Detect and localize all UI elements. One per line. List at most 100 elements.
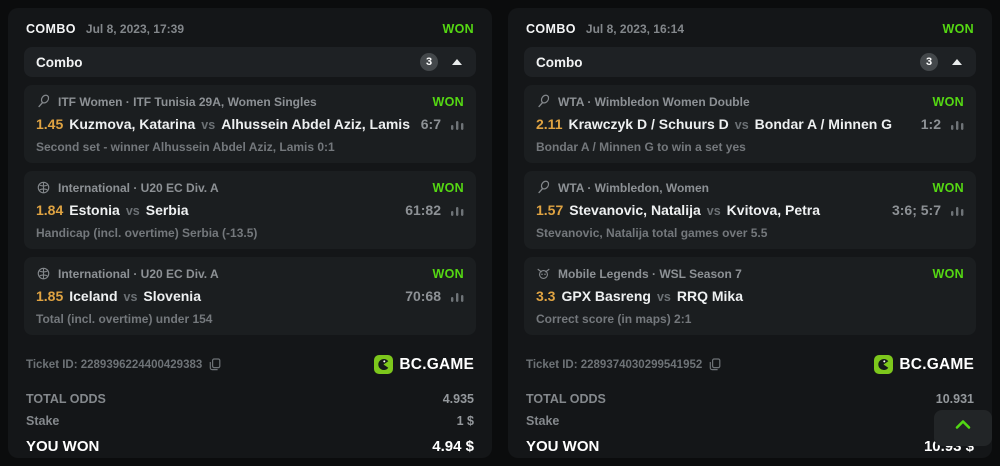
bet-match-line: 1.57 Stevanovic, Natalija vs Kvitova, Pe… bbox=[536, 202, 964, 218]
home-team: Estonia bbox=[69, 202, 120, 218]
home-team: Stevanovic, Natalija bbox=[569, 202, 701, 218]
total-odds-row: TOTAL ODDS 10.931 bbox=[524, 388, 976, 410]
chevron-up-icon[interactable] bbox=[452, 59, 462, 65]
vs-label: vs bbox=[123, 290, 138, 304]
copy-icon[interactable] bbox=[709, 358, 721, 371]
bet-odds: 1.85 bbox=[36, 288, 64, 304]
bet-market: Stevanovic, Natalija total games over 5.… bbox=[536, 226, 768, 240]
ticket-id: Ticket ID: 2289396224400429383 bbox=[26, 358, 203, 371]
away-team: Alhussein Abdel Aziz, Lamis bbox=[221, 116, 410, 132]
stake-row: Stake 1 $ bbox=[524, 410, 976, 432]
vs-label: vs bbox=[734, 118, 749, 132]
you-won-row: YOU WON 4.94 $ bbox=[24, 432, 476, 459]
stats-icon[interactable] bbox=[951, 204, 964, 216]
stats-icon[interactable] bbox=[451, 118, 464, 130]
home-team: GPX Basreng bbox=[561, 288, 651, 304]
bet-league: ITF Women · ITF Tunisia 29A, Women Singl… bbox=[58, 94, 317, 109]
bet-row[interactable]: ITF Women · ITF Tunisia 29A, Women Singl… bbox=[24, 85, 476, 163]
match-score: 70:68 bbox=[405, 288, 441, 304]
bet-league: International · U20 EC Div. A bbox=[58, 180, 219, 195]
brand-logo: BC.GAME bbox=[874, 355, 974, 374]
ticket-type-label: COMBO bbox=[526, 22, 576, 36]
combo-label: Combo bbox=[536, 54, 583, 70]
tennis-icon bbox=[536, 180, 551, 195]
vs-label: vs bbox=[125, 204, 140, 218]
bet-status-badge: WON bbox=[432, 180, 464, 195]
bet-match-line: 1.85 Iceland vs Slovenia 70:68 bbox=[36, 288, 464, 304]
tennis-icon bbox=[36, 94, 51, 109]
bet-header: WTA · Wimbledon, Women WON bbox=[536, 180, 964, 195]
chevron-up-icon[interactable] bbox=[952, 59, 962, 65]
bet-match-line: 1.45 Kuzmova, Katarina vs Alhussein Abde… bbox=[36, 116, 464, 132]
mobile-legends-icon bbox=[536, 266, 551, 281]
bcgame-icon bbox=[874, 355, 894, 374]
away-team: RRQ Mika bbox=[676, 288, 743, 304]
you-won-value: 4.94 $ bbox=[432, 438, 474, 455]
total-odds-value: 10.931 bbox=[935, 392, 974, 406]
bet-market: Second set - winner Alhussein Abdel Aziz… bbox=[36, 140, 335, 154]
away-team: Kvitova, Petra bbox=[726, 202, 821, 218]
bet-row[interactable]: WTA · Wimbledon Women Double WON 2.11 Kr… bbox=[524, 85, 976, 163]
ticket-id-row: Ticket ID: 2289396224400429383 BC.GAME bbox=[24, 347, 476, 388]
you-won-label: YOU WON bbox=[26, 438, 100, 455]
brand-logo: BC.GAME bbox=[374, 355, 474, 374]
home-team: Iceland bbox=[69, 288, 118, 304]
bcgame-icon bbox=[374, 355, 394, 374]
combo-toggle[interactable]: Combo 3 bbox=[524, 47, 976, 77]
away-team: Serbia bbox=[145, 202, 189, 218]
brand-name: BC.GAME bbox=[899, 355, 974, 373]
away-team: Slovenia bbox=[143, 288, 201, 304]
stake-label: Stake bbox=[26, 414, 60, 428]
home-team: Krawczyk D / Schuurs D bbox=[568, 116, 729, 132]
ticket-id: Ticket ID: 2289374030299541952 bbox=[526, 358, 703, 371]
ticket-header: COMBO Jul 8, 2023, 16:14 WON bbox=[524, 20, 976, 47]
stats-icon[interactable] bbox=[451, 290, 464, 302]
scroll-to-top-button[interactable] bbox=[934, 410, 992, 446]
bet-history-page: { "labels": { "vs": "vs", "brand": "BC.G… bbox=[8, 8, 992, 458]
bet-odds: 3.3 bbox=[536, 288, 556, 304]
ticket-type-label: COMBO bbox=[26, 22, 76, 36]
bet-ticket-card: COMBO Jul 8, 2023, 16:14 WON Combo 3 WTA… bbox=[508, 8, 992, 458]
bet-row[interactable]: International · U20 EC Div. A WON 1.84 E… bbox=[24, 171, 476, 249]
total-odds-value: 4.935 bbox=[442, 392, 474, 406]
tennis-icon bbox=[536, 94, 551, 109]
bet-match-line: 3.3 GPX Basreng vs RRQ Mika bbox=[536, 288, 964, 304]
you-won-label: YOU WON bbox=[526, 438, 600, 455]
basketball-icon bbox=[36, 266, 51, 281]
combo-label: Combo bbox=[36, 54, 83, 70]
ticket-status-badge: WON bbox=[442, 22, 474, 36]
bet-league: WTA · Wimbledon Women Double bbox=[558, 94, 750, 109]
stats-icon[interactable] bbox=[951, 118, 964, 130]
basketball-icon bbox=[36, 180, 51, 195]
copy-icon[interactable] bbox=[209, 358, 221, 371]
bet-match-line: 1.84 Estonia vs Serbia 61:82 bbox=[36, 202, 464, 218]
bet-row[interactable]: International · U20 EC Div. A WON 1.85 I… bbox=[24, 257, 476, 335]
match-score: 6:7 bbox=[420, 116, 441, 132]
bet-market: Correct score (in maps) 2:1 bbox=[536, 312, 692, 326]
bet-row[interactable]: WTA · Wimbledon, Women WON 1.57 Stevanov… bbox=[524, 171, 976, 249]
bet-league: International · U20 EC Div. A bbox=[58, 266, 219, 281]
stake-value: 1 $ bbox=[456, 414, 474, 428]
stake-row: Stake 1 $ bbox=[24, 410, 476, 432]
chevron-up-green-icon bbox=[954, 417, 972, 446]
bet-ticket-card: COMBO Jul 8, 2023, 17:39 WON Combo 3 ITF… bbox=[8, 8, 492, 458]
bet-row[interactable]: Mobile Legends · WSL Season 7 WON 3.3 GP… bbox=[524, 257, 976, 335]
vs-label: vs bbox=[201, 118, 216, 132]
bet-header: International · U20 EC Div. A WON bbox=[36, 266, 464, 281]
ticket-date: Jul 8, 2023, 17:39 bbox=[85, 22, 184, 36]
bet-league: Mobile Legends · WSL Season 7 bbox=[558, 266, 742, 281]
bet-header: WTA · Wimbledon Women Double WON bbox=[536, 94, 964, 109]
vs-label: vs bbox=[706, 204, 721, 218]
you-won-row: YOU WON 10.93 $ bbox=[524, 432, 976, 459]
total-odds-label: TOTAL ODDS bbox=[526, 392, 606, 406]
bet-status-badge: WON bbox=[432, 266, 464, 281]
bet-header: International · U20 EC Div. A WON bbox=[36, 180, 464, 195]
away-team: Bondar A / Minnen G bbox=[754, 116, 893, 132]
match-score: 1:2 bbox=[920, 116, 941, 132]
bet-market: Handicap (incl. overtime) Serbia (-13.5) bbox=[36, 226, 258, 240]
ticket-header: COMBO Jul 8, 2023, 17:39 WON bbox=[24, 20, 476, 47]
ticket-date: Jul 8, 2023, 16:14 bbox=[585, 22, 684, 36]
stats-icon[interactable] bbox=[451, 204, 464, 216]
combo-toggle[interactable]: Combo 3 bbox=[24, 47, 476, 77]
